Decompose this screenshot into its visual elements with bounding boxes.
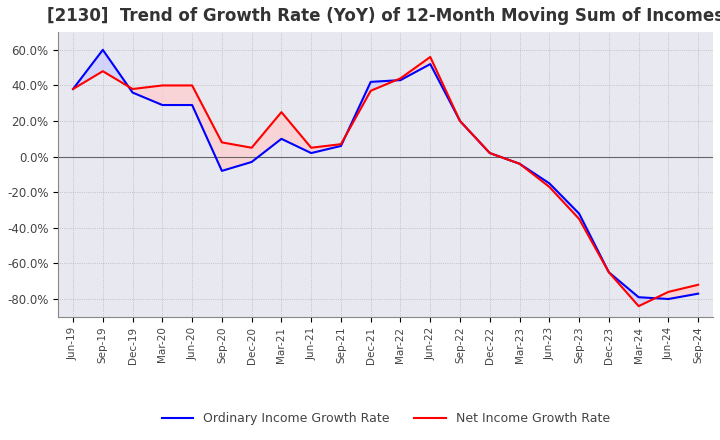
Ordinary Income Growth Rate xyxy=(158,103,166,108)
Ordinary Income Growth Rate xyxy=(605,270,613,275)
Ordinary Income Growth Rate xyxy=(485,150,494,156)
Ordinary Income Growth Rate xyxy=(277,136,286,142)
Ordinary Income Growth Rate xyxy=(516,161,524,166)
Line: Net Income Growth Rate: Net Income Growth Rate xyxy=(73,57,698,306)
Ordinary Income Growth Rate xyxy=(128,90,137,95)
Net Income Growth Rate xyxy=(248,145,256,150)
Ordinary Income Growth Rate xyxy=(248,159,256,165)
Ordinary Income Growth Rate xyxy=(337,143,346,149)
Ordinary Income Growth Rate xyxy=(545,181,554,186)
Ordinary Income Growth Rate xyxy=(307,150,315,156)
Net Income Growth Rate xyxy=(99,69,107,74)
Net Income Growth Rate xyxy=(188,83,197,88)
Ordinary Income Growth Rate xyxy=(366,79,375,84)
Net Income Growth Rate xyxy=(664,289,672,294)
Net Income Growth Rate xyxy=(158,83,166,88)
Ordinary Income Growth Rate xyxy=(694,291,703,296)
Title: [2130]  Trend of Growth Rate (YoY) of 12-Month Moving Sum of Incomes: [2130] Trend of Growth Rate (YoY) of 12-… xyxy=(47,7,720,25)
Net Income Growth Rate xyxy=(605,270,613,275)
Net Income Growth Rate xyxy=(277,110,286,115)
Ordinary Income Growth Rate xyxy=(217,168,226,173)
Net Income Growth Rate xyxy=(456,118,464,124)
Ordinary Income Growth Rate xyxy=(456,118,464,124)
Net Income Growth Rate xyxy=(307,145,315,150)
Net Income Growth Rate xyxy=(485,150,494,156)
Net Income Growth Rate xyxy=(545,184,554,190)
Net Income Growth Rate xyxy=(426,54,435,59)
Net Income Growth Rate xyxy=(516,161,524,166)
Ordinary Income Growth Rate xyxy=(664,297,672,302)
Ordinary Income Growth Rate xyxy=(68,86,77,92)
Net Income Growth Rate xyxy=(68,86,77,92)
Net Income Growth Rate xyxy=(575,216,583,222)
Legend: Ordinary Income Growth Rate, Net Income Growth Rate: Ordinary Income Growth Rate, Net Income … xyxy=(156,407,615,430)
Net Income Growth Rate xyxy=(634,304,643,309)
Net Income Growth Rate xyxy=(694,282,703,287)
Net Income Growth Rate xyxy=(366,88,375,93)
Net Income Growth Rate xyxy=(128,86,137,92)
Line: Ordinary Income Growth Rate: Ordinary Income Growth Rate xyxy=(73,50,698,299)
Ordinary Income Growth Rate xyxy=(99,47,107,52)
Ordinary Income Growth Rate xyxy=(426,62,435,67)
Net Income Growth Rate xyxy=(396,76,405,81)
Net Income Growth Rate xyxy=(217,140,226,145)
Ordinary Income Growth Rate xyxy=(575,211,583,216)
Ordinary Income Growth Rate xyxy=(188,103,197,108)
Ordinary Income Growth Rate xyxy=(634,295,643,300)
Net Income Growth Rate xyxy=(337,142,346,147)
Ordinary Income Growth Rate xyxy=(396,77,405,83)
